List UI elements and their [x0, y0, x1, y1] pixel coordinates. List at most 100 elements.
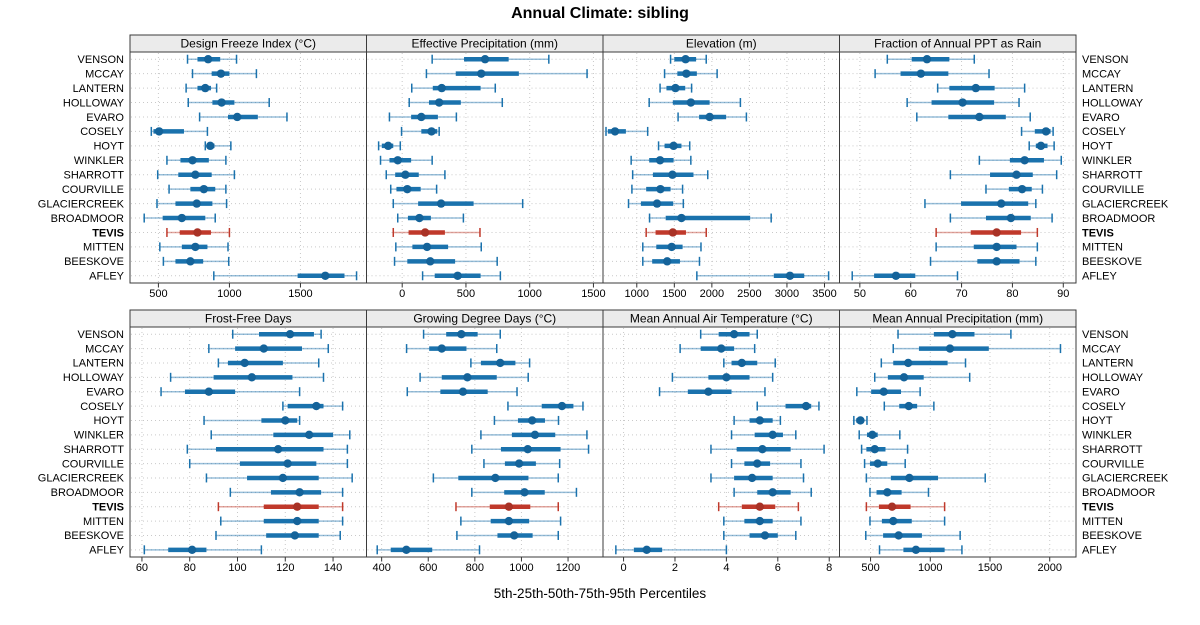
station-label-mitten: MITTEN — [83, 516, 124, 528]
percentile-row-evaro — [677, 112, 748, 122]
station-label-hoyt: HOYT — [93, 415, 124, 427]
axis-tick-label: 6 — [775, 562, 781, 574]
percentile-row-tevis — [392, 227, 481, 237]
station-label-mccay: MCCAY — [1082, 343, 1122, 355]
median-dot — [290, 531, 300, 540]
median-dot — [1017, 184, 1027, 194]
median-dot — [285, 329, 295, 339]
panel-title: Effective Precipitation (mm) — [412, 37, 559, 51]
axis-tick-label: 120 — [276, 562, 294, 574]
percentile-row-cosely — [756, 401, 820, 411]
percentile-row-beeskove — [723, 530, 797, 540]
median-dot — [899, 373, 909, 382]
percentile-row-venson — [699, 329, 758, 339]
station-label-broadmoor: BROADMOOR — [51, 213, 124, 225]
median-dot — [883, 488, 892, 497]
percentile-row-courville — [985, 184, 1044, 194]
station-labels-left-row2: VENSON MCCAY LANTERN HOLLOWAY EVARO COSELY HOY… — [38, 329, 125, 557]
median-dot — [1012, 170, 1021, 179]
median-dot — [193, 228, 202, 237]
median-dot — [417, 112, 426, 122]
median-dot — [722, 373, 731, 382]
axis-tick-label: 500 — [861, 562, 879, 574]
station-label-glaciercreek: GLACIERCREEK — [38, 473, 125, 485]
median-dot — [217, 98, 226, 107]
percentile-row-winkler — [379, 155, 433, 165]
station-label-glaciercreek: GLACIERCREEK — [1082, 198, 1169, 210]
panel-elevation-m: 1000 1500 2000 2500 3000 3500 Elevation (m) — [602, 34, 840, 300]
median-dot — [1041, 127, 1051, 136]
station-label-sharrott: SHARROTT — [1082, 444, 1143, 456]
median-dot — [293, 516, 302, 526]
percentile-row-sharrott — [186, 444, 349, 454]
panel-title: Elevation (m) — [686, 37, 757, 51]
axis-tick-label: 100 — [228, 562, 246, 574]
percentile-row-winkler — [210, 430, 351, 440]
median-dot — [188, 156, 197, 165]
median-dot — [240, 358, 249, 368]
axis-tick-label: 1500 — [288, 288, 312, 300]
percentile-row-mccay — [425, 69, 588, 79]
percentile-row-beeskove — [215, 530, 341, 540]
station-label-courville: COURVILLE — [62, 184, 124, 196]
percentile-row-tevis — [645, 227, 707, 237]
percentile-row-winkler — [858, 430, 901, 440]
median-dot — [480, 55, 490, 64]
axis-tick-label: 70 — [955, 288, 967, 300]
axis-tick-label: 0 — [621, 562, 627, 574]
median-dot — [785, 271, 795, 280]
percentile-row-lantern — [470, 358, 531, 368]
percentile-row-glaciercreek — [432, 473, 560, 483]
percentile-row-lantern — [217, 358, 320, 368]
station-label-sharrott: SHARROTT — [1082, 170, 1143, 182]
percentile-row-holloway — [187, 98, 270, 108]
percentile-row-holloway — [873, 372, 971, 382]
median-dot — [1006, 213, 1016, 223]
median-dot — [729, 329, 739, 339]
median-dot — [958, 98, 967, 107]
median-dot — [610, 127, 620, 136]
percentile-row-evaro — [198, 112, 288, 122]
percentile-row-winkler — [730, 430, 797, 440]
median-dot — [705, 112, 714, 122]
axis-tick-label: 3000 — [775, 288, 799, 300]
median-dot — [992, 228, 1001, 237]
station-label-beeskove: BEESKOVE — [64, 256, 124, 268]
axis-tick-label: 140 — [324, 562, 342, 574]
percentile-row-venson — [431, 54, 550, 64]
station-label-beeskove: BEESKOVE — [1082, 530, 1142, 542]
panel-title: Fraction of Annual PPT as Rain — [874, 37, 1041, 51]
station-label-venson: VENSON — [78, 329, 125, 341]
median-dot — [496, 358, 505, 368]
percentile-row-tevis — [865, 502, 946, 512]
percentile-row-mccay — [874, 69, 990, 79]
percentile-row-cosely — [1020, 126, 1054, 136]
percentile-row-beeskove — [929, 256, 1037, 266]
station-label-evaro: EVARO — [1082, 112, 1120, 124]
percentile-row-tevis — [935, 227, 1039, 237]
percentile-row-mitten — [869, 516, 946, 526]
station-label-winkler: WINKLER — [74, 430, 124, 442]
axis-tick-label: 1000 — [625, 288, 649, 300]
median-dot — [747, 473, 757, 483]
median-dot — [652, 199, 662, 208]
percentile-row-mccay — [208, 344, 330, 354]
percentile-row-broadmoor — [471, 487, 578, 497]
station-label-hoyt: HOYT — [93, 141, 124, 153]
station-label-holloway: HOLLOWAY — [1082, 97, 1144, 109]
median-dot — [259, 344, 268, 353]
median-dot — [1036, 141, 1046, 151]
station-labels-left-row1: VENSON MCCAY LANTERN HOLLOWAY EVARO COSELY HOY… — [38, 54, 125, 283]
median-dot — [760, 531, 770, 540]
percentile-row-broadmoor — [396, 213, 465, 223]
median-dot — [401, 170, 410, 179]
percentile-row-evaro — [388, 112, 458, 122]
median-dot — [975, 112, 984, 122]
percentile-row-holloway — [169, 372, 325, 382]
station-label-lantern: LANTERN — [73, 358, 124, 370]
median-dot — [199, 184, 209, 194]
percentile-row-glaciercreek — [710, 473, 805, 483]
median-dot — [523, 444, 532, 454]
station-label-mccay: MCCAY — [1082, 68, 1122, 80]
percentile-row-glaciercreek — [392, 199, 524, 209]
